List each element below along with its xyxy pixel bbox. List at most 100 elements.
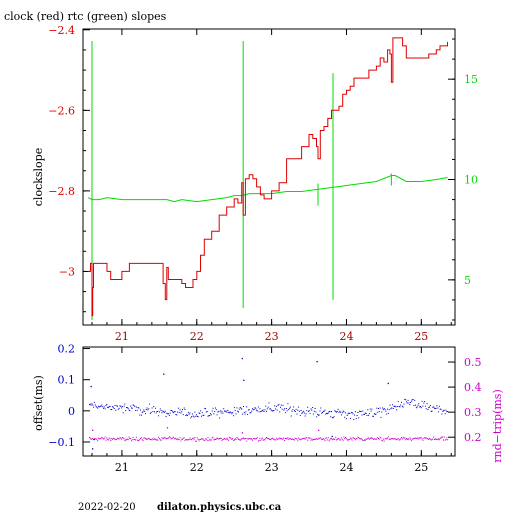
offset-point	[378, 408, 379, 409]
offset-point	[368, 413, 370, 415]
offset-point	[382, 407, 384, 409]
rndtrip-point	[248, 438, 250, 439]
rndtrip-point	[334, 438, 336, 440]
rndtrip-point	[161, 437, 163, 439]
rndtrip-point	[410, 438, 412, 440]
offset-point	[130, 405, 132, 407]
offset-point	[339, 410, 341, 412]
offset-point	[392, 408, 394, 409]
offset-point	[205, 411, 207, 413]
offset-point	[226, 411, 228, 413]
rndtrip-point	[371, 438, 373, 440]
rndtrip-point	[367, 438, 369, 440]
rndtrip-point	[322, 438, 323, 440]
rndtrip-point	[354, 438, 356, 440]
offset-point	[405, 399, 407, 401]
rndtrip-point	[269, 439, 271, 440]
rndtrip-point	[91, 438, 93, 440]
offset-point	[265, 405, 267, 407]
offset-point	[331, 411, 332, 412]
offset-point	[208, 415, 210, 417]
offset-point	[364, 412, 366, 414]
offset-point	[328, 411, 330, 413]
rndtrip-point	[366, 438, 368, 440]
rndtrip-point	[392, 438, 393, 440]
offset-point	[205, 408, 207, 410]
offset-point	[231, 413, 233, 415]
rndtrip-point	[92, 438, 94, 440]
rndtrip-point	[127, 438, 129, 440]
offset-point	[370, 410, 372, 412]
offset-point	[249, 412, 251, 414]
rndtrip-point	[167, 437, 169, 439]
rndtrip-point	[117, 437, 118, 439]
offset-point	[331, 417, 333, 419]
offset-point	[274, 405, 276, 407]
rndtrip-point	[131, 440, 132, 442]
rndtrip-point	[178, 438, 180, 440]
rndtrip-point	[404, 437, 406, 439]
rndtrip-point	[298, 437, 300, 439]
offset-point	[304, 415, 306, 417]
offset-point	[250, 412, 252, 414]
offset-point	[124, 403, 126, 405]
offset-point	[433, 406, 435, 408]
rndtrip-point	[416, 438, 418, 440]
offset-point	[142, 411, 144, 413]
rndtrip-point	[95, 438, 97, 440]
rndtrip-point	[332, 438, 334, 440]
offset-point	[399, 406, 401, 408]
rndtrip-point	[173, 436, 174, 438]
slope-y-tick-label: −2.6	[48, 104, 75, 117]
rndtrip-outlier-point	[92, 429, 94, 431]
offset-point	[327, 412, 329, 414]
offset-point	[447, 411, 449, 412]
rndtrip-point	[359, 438, 361, 440]
offset-point	[203, 414, 205, 416]
rndtrip-point	[238, 438, 239, 440]
offset-point	[211, 410, 213, 412]
offset-point	[371, 408, 373, 410]
offset-point	[98, 406, 100, 408]
offset-point	[301, 412, 303, 414]
rndtrip-point	[423, 437, 425, 439]
rndtrip-point	[191, 438, 193, 440]
rndtrip-point	[218, 438, 220, 440]
rndtrip-point	[396, 439, 398, 441]
rtc-y-tick-label: 10	[464, 174, 478, 187]
rndtrip-point	[286, 438, 288, 440]
offset-point	[96, 406, 98, 408]
offset-point	[445, 409, 447, 411]
rndtrip-point	[215, 439, 216, 440]
rndtrip-point	[410, 440, 412, 442]
rndtrip-point	[182, 438, 183, 440]
offset-point	[276, 409, 278, 411]
rndtrip-point	[279, 437, 281, 439]
offset-point	[377, 411, 379, 413]
offset-point	[120, 405, 122, 407]
offset-point	[126, 407, 128, 409]
offset-point	[215, 409, 217, 411]
offset-point	[206, 411, 208, 413]
offset-point	[105, 405, 107, 406]
rndtrip-point	[373, 438, 374, 440]
offset-point	[397, 401, 399, 403]
offset-point	[281, 408, 283, 410]
offset-point	[131, 407, 132, 409]
rndtrip-point	[349, 438, 351, 440]
offset-point	[266, 408, 268, 410]
offset-point	[372, 415, 374, 417]
offset-point	[143, 409, 145, 411]
offset-point	[239, 406, 241, 408]
rndtrip-point	[177, 439, 179, 441]
rndtrip-point	[197, 439, 199, 440]
offset-point	[163, 411, 165, 413]
offset-point	[104, 408, 106, 410]
offset-point	[273, 410, 275, 412]
rndtrip-point	[361, 438, 363, 440]
offset-point	[229, 411, 231, 413]
rndtrip-point	[164, 437, 166, 439]
offset-point	[390, 408, 392, 410]
offset-point	[233, 407, 235, 409]
